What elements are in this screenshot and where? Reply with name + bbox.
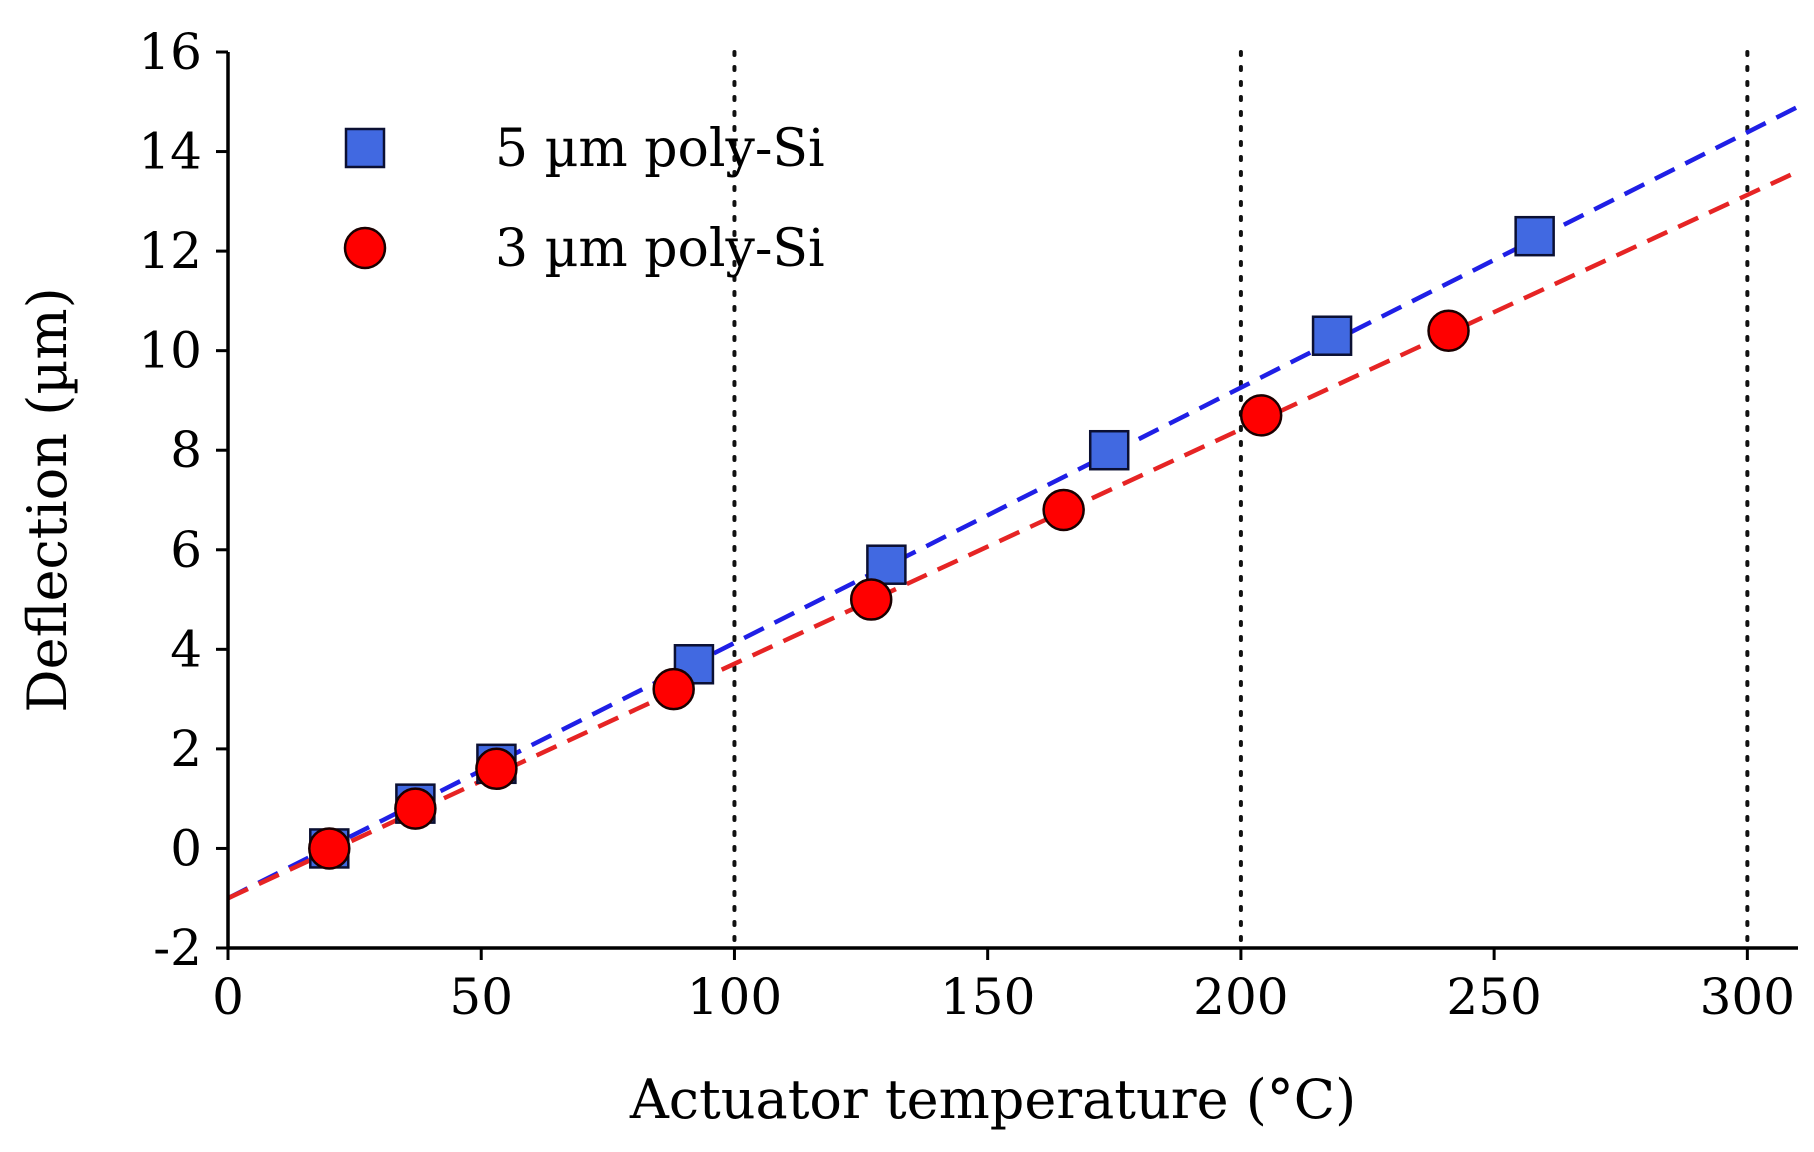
x-tick-label: 0: [212, 968, 244, 1026]
y-tick-label: 6: [170, 521, 202, 579]
data-point-series-1: [1088, 429, 1130, 471]
reference-lines: [732, 50, 1750, 950]
y-tick-label: 16: [138, 23, 202, 81]
data-point-series-2: [1427, 309, 1470, 353]
data-point-series-1: [1311, 315, 1353, 356]
y-tick-label: 10: [138, 322, 202, 380]
x-tick-label: 50: [449, 968, 513, 1026]
data-points: [308, 215, 1555, 870]
y-tick-label: -2: [153, 919, 202, 977]
data-point-series-1: [866, 544, 907, 585]
fit-line-series-2: [227, 169, 1799, 901]
x-tick-label: 250: [1446, 968, 1541, 1026]
x-tick-label: 150: [940, 968, 1035, 1026]
legend-marker-2: [343, 226, 387, 270]
data-point-series-2: [1042, 488, 1085, 532]
data-point-series-2: [394, 787, 437, 830]
data-point-series-2: [475, 747, 518, 791]
data-point-series-1: [1514, 215, 1555, 257]
fit-lines: [226, 104, 1800, 901]
axes: [226, 52, 1798, 950]
y-tick-label: 4: [170, 620, 202, 678]
legend-label-2: 3 µm poly-Si: [495, 219, 825, 279]
fit-line-series-1: [226, 104, 1800, 901]
legend-label-1: 5 µm poly-Si: [495, 119, 825, 179]
y-tick-label: 14: [138, 123, 202, 181]
y-tick-label: 0: [170, 819, 202, 877]
x-tick-label: 200: [1193, 968, 1288, 1026]
y-tick-label: 2: [170, 720, 202, 778]
y-tick-label: 12: [138, 222, 202, 280]
y-tick-label: 8: [170, 421, 202, 479]
x-tick-label: 100: [687, 968, 782, 1026]
x-axis-title: Actuator temperature (°C): [629, 1068, 1356, 1131]
data-point-series-2: [308, 827, 351, 870]
x-tick-label: 300: [1700, 968, 1795, 1026]
data-point-series-2: [652, 667, 695, 711]
legend: 5 µm poly-Si 3 µm poly-Si: [343, 119, 825, 279]
data-point-series-2: [1239, 394, 1283, 437]
data-point-series-2: [849, 578, 893, 621]
legend-marker-1: [344, 127, 386, 169]
y-axis-title: Deflection (µm): [16, 287, 79, 712]
